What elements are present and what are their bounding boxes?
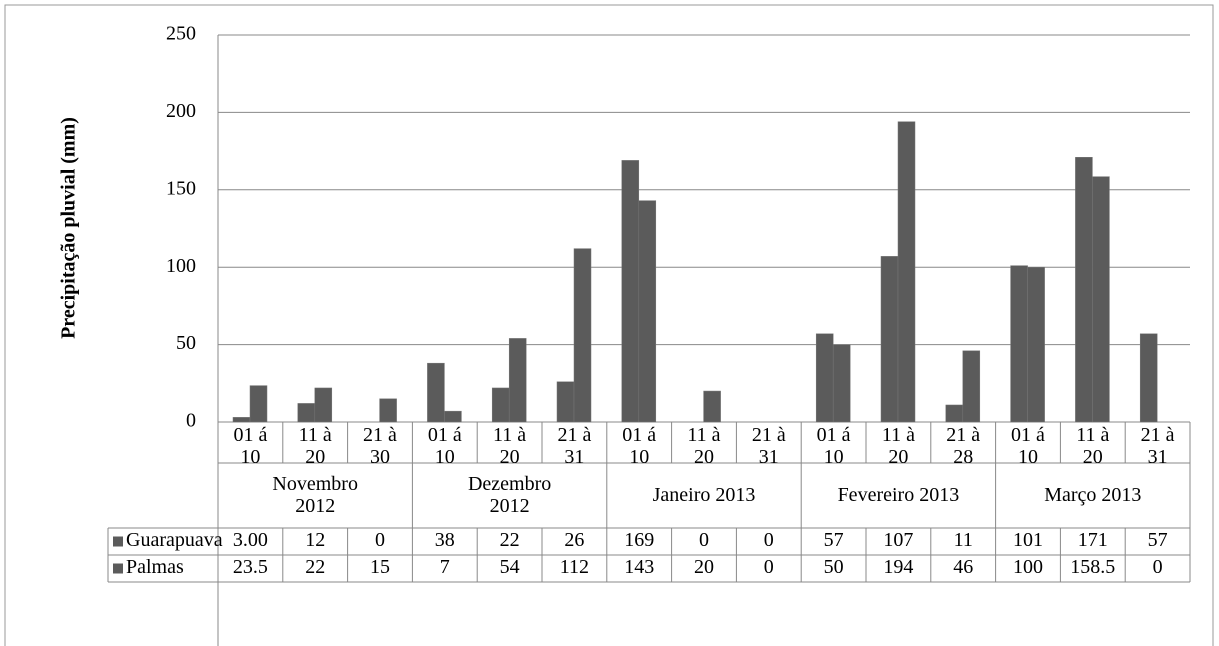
group-label: Março 2013 bbox=[1044, 484, 1142, 506]
bar bbox=[1010, 265, 1028, 423]
bar bbox=[1027, 266, 1045, 423]
bar bbox=[703, 390, 721, 423]
bar bbox=[1092, 176, 1110, 423]
y-tick-label: 50 bbox=[176, 332, 196, 354]
x-tick-label: 11 à 20 bbox=[1076, 424, 1110, 468]
table-value: 7 bbox=[440, 556, 450, 578]
y-tick-label: 150 bbox=[166, 177, 196, 199]
x-tick-label: 11 à 20 bbox=[493, 424, 527, 468]
x-tick-label: 01 á 10 bbox=[1011, 424, 1045, 468]
table-value: 22 bbox=[305, 556, 325, 578]
y-axis-label: Precipitação pluvial (mm) bbox=[58, 117, 80, 339]
y-tick-label: 100 bbox=[166, 255, 196, 277]
bar bbox=[897, 121, 916, 423]
x-tick-label: 11 à 20 bbox=[298, 424, 332, 468]
y-tick-label: 250 bbox=[166, 23, 196, 45]
table-value: 112 bbox=[560, 556, 589, 578]
x-tick-label: 21 à 31 bbox=[557, 424, 592, 468]
bar bbox=[945, 404, 964, 423]
table-value: 20 bbox=[694, 556, 714, 578]
x-tick-label: 21 à 31 bbox=[1140, 424, 1175, 468]
table-value: 194 bbox=[883, 556, 913, 578]
table-value: 54 bbox=[500, 556, 520, 578]
table-value: 171 bbox=[1078, 529, 1108, 551]
group-label: Fevereiro 2013 bbox=[837, 484, 960, 506]
table-value: 23.5 bbox=[233, 556, 268, 578]
bar bbox=[962, 350, 981, 423]
bar bbox=[491, 387, 510, 423]
legend-label: Guarapuava bbox=[126, 529, 223, 551]
bar bbox=[314, 387, 333, 423]
bar bbox=[249, 385, 268, 423]
table-value: 0 bbox=[764, 529, 774, 551]
table-value: 0 bbox=[764, 556, 774, 578]
table-value: 101 bbox=[1013, 529, 1043, 551]
table-value: 100 bbox=[1013, 556, 1043, 578]
bar bbox=[556, 381, 575, 423]
bar bbox=[815, 333, 834, 423]
legend-swatch bbox=[113, 536, 123, 547]
chart-frame bbox=[4, 4, 1214, 646]
y-tick-label: 200 bbox=[166, 100, 196, 122]
bar bbox=[621, 160, 640, 423]
table-value: 26 bbox=[564, 529, 584, 551]
x-tick-label: 01 á 10 bbox=[622, 424, 657, 468]
table-value: 15 bbox=[370, 556, 390, 578]
bar bbox=[1075, 157, 1093, 423]
group-label: Novembro 2012 bbox=[272, 473, 358, 517]
bar bbox=[444, 410, 462, 423]
bar bbox=[638, 200, 657, 423]
bar bbox=[832, 344, 851, 423]
bar bbox=[427, 362, 445, 423]
group-label: Janeiro 2013 bbox=[652, 484, 756, 506]
bar bbox=[573, 248, 592, 423]
x-tick-label: 01 á 10 bbox=[233, 424, 268, 468]
bar bbox=[508, 338, 527, 423]
legend-swatch bbox=[113, 563, 123, 574]
y-tick-label: 0 bbox=[186, 410, 196, 432]
table-value: 143 bbox=[624, 556, 654, 578]
table-value: 0 bbox=[699, 529, 709, 551]
table-value: 11 bbox=[954, 529, 973, 551]
x-tick-label: 11 à 20 bbox=[687, 424, 721, 468]
group-label: Dezembro 2012 bbox=[467, 473, 552, 517]
bar bbox=[379, 398, 397, 423]
legend-label: Palmas bbox=[126, 556, 184, 578]
x-tick-label: 01 á 10 bbox=[427, 424, 462, 468]
bar bbox=[880, 256, 899, 423]
x-tick-label: 11 à 20 bbox=[881, 424, 915, 468]
bar bbox=[232, 417, 251, 423]
table-value: 22 bbox=[500, 529, 520, 551]
table-value: 0 bbox=[375, 529, 385, 551]
table-value: 57 bbox=[1148, 529, 1168, 551]
bar bbox=[297, 403, 316, 423]
table-value: 0 bbox=[1153, 556, 1163, 578]
x-tick-label: 01 á 10 bbox=[816, 424, 851, 468]
table-value: 12 bbox=[305, 529, 325, 551]
x-tick-label: 21 à 30 bbox=[363, 424, 397, 468]
table-value: 50 bbox=[824, 556, 844, 578]
bar bbox=[1139, 333, 1158, 423]
table-value: 46 bbox=[953, 556, 973, 578]
table-value: 57 bbox=[824, 529, 844, 551]
table-value: 158.5 bbox=[1070, 556, 1115, 578]
x-tick-label: 21 à 28 bbox=[946, 424, 981, 468]
table-value: 107 bbox=[883, 529, 913, 551]
table-value: 169 bbox=[624, 529, 654, 551]
x-tick-label: 21 à 31 bbox=[751, 424, 786, 468]
table-value: 38 bbox=[435, 529, 455, 551]
table-value: 3.00 bbox=[233, 529, 268, 551]
